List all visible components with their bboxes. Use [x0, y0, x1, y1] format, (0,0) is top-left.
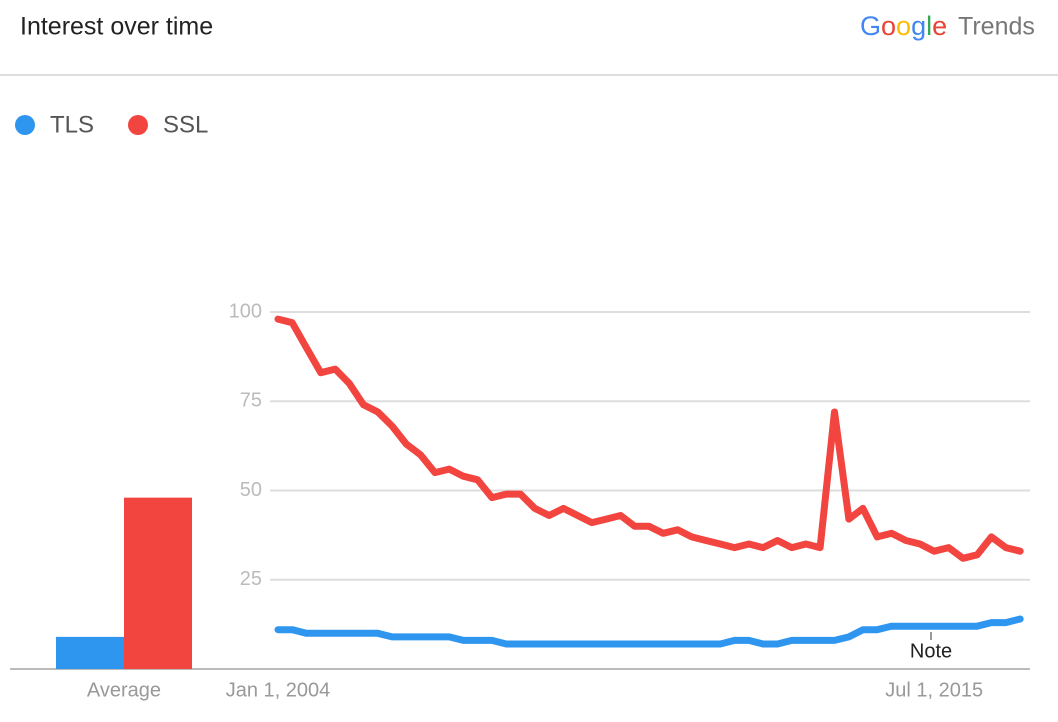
legend-label: TLS: [50, 111, 94, 138]
legend-label: SSL: [163, 111, 208, 138]
series-line: [274, 315, 1024, 562]
y-tick-label: 75: [240, 390, 262, 412]
brand-product: Trends: [958, 13, 1035, 41]
title: Interest over time: [20, 13, 213, 41]
legend-marker: [15, 115, 35, 135]
y-tick-label: 50: [240, 479, 262, 501]
x-tick-label: Jul 1, 2015: [885, 679, 983, 701]
note: Note: [910, 640, 952, 662]
average-label: Average: [87, 679, 161, 701]
average-bar: [124, 497, 192, 669]
y-tick-label: 100: [229, 300, 262, 322]
y-tick-label: 25: [240, 568, 262, 590]
series-line: [274, 615, 1024, 648]
brand-logo: Google: [860, 11, 947, 41]
x-tick-label: Jan 1, 2004: [226, 679, 331, 701]
legend-marker: [128, 115, 148, 135]
average-bar: [56, 636, 124, 669]
